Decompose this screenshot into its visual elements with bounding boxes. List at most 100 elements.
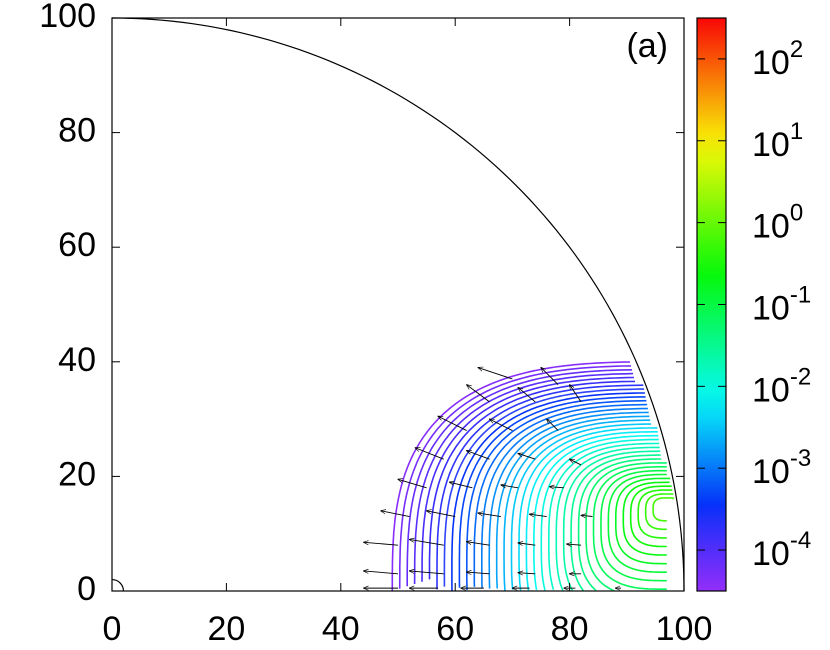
contour-line [481, 407, 648, 589]
origin-arc [111, 578, 125, 592]
contour-line [562, 450, 661, 591]
vector-arrow [478, 513, 502, 517]
contour-line [607, 473, 667, 573]
contour-line [421, 376, 635, 582]
contour-line [518, 427, 658, 591]
contour-line [466, 399, 647, 591]
vector-arrow [398, 479, 427, 489]
vector-arrow [518, 453, 536, 460]
contour-line [451, 392, 645, 591]
tick-exponent: 0 [790, 200, 803, 227]
x-tick-label: 40 [322, 610, 360, 648]
colorbar-tick-label: 10-4 [752, 527, 811, 573]
contour-line [458, 396, 646, 588]
x-tick-label: 60 [436, 610, 474, 648]
plot-area [111, 17, 685, 592]
vector-arrow [550, 487, 564, 488]
vector-arrow [547, 419, 559, 431]
x-tick-label: 100 [656, 610, 713, 648]
vector-arrow [530, 514, 547, 516]
vector-arrow [478, 368, 513, 380]
vector-arrow [518, 573, 536, 574]
vector-arrow [467, 542, 490, 546]
tick-base: 10 [752, 371, 790, 409]
contour-line [533, 434, 659, 591]
contour-line [622, 481, 670, 556]
x-tick-label: 0 [103, 610, 122, 648]
annotation: (a) [626, 27, 668, 65]
contour-line [592, 466, 667, 590]
colorbar-tick-label: 100 [752, 200, 803, 246]
vector-arrow [467, 572, 490, 574]
tick-exponent: 1 [790, 118, 803, 145]
contour-line [540, 438, 659, 591]
vector-arrow [415, 448, 444, 460]
contour-line [555, 446, 660, 592]
colorbar-tick-label: 10-3 [752, 446, 811, 492]
vector-arrow [364, 571, 399, 575]
contour-line [652, 497, 675, 522]
contour-line [503, 419, 651, 592]
y-tick-label: 40 [58, 341, 96, 379]
contour-line [629, 485, 672, 548]
tick-base: 10 [752, 453, 790, 491]
tick-base: 10 [752, 289, 790, 327]
domain-boundary [111, 17, 685, 592]
contour-line [585, 462, 667, 592]
vector-arrow [501, 485, 519, 489]
contour-line [428, 380, 636, 580]
vector-arrow [541, 368, 559, 386]
axes-frame [111, 17, 685, 592]
tick-exponent: -4 [790, 527, 811, 554]
vector-arrow [409, 571, 444, 575]
contour-line [398, 365, 632, 589]
tick-exponent: -2 [790, 364, 811, 391]
vector-arrow [581, 515, 593, 516]
tick-base: 10 [752, 44, 790, 82]
contour-line [473, 403, 648, 587]
contour-line [443, 388, 645, 587]
colorbar-tick-label: 101 [752, 118, 803, 164]
x-tick-label: 20 [207, 610, 245, 648]
contour-line [525, 431, 658, 591]
y-tick-label: 20 [58, 455, 96, 493]
contour-line [577, 458, 662, 592]
vector-arrow [364, 542, 399, 546]
colorbar-tick-label: 10-1 [752, 282, 811, 328]
y-tick-label: 80 [58, 112, 96, 150]
vector-arrow [381, 511, 410, 517]
vector-arrow [570, 385, 582, 403]
contour-line [495, 415, 650, 589]
vector-arrow [567, 544, 582, 545]
contour-line [644, 493, 674, 531]
vector-arrow [438, 416, 467, 431]
tick-base: 10 [752, 208, 790, 246]
contour-line [600, 469, 667, 582]
y-tick-label: 60 [58, 226, 96, 264]
x-tick-label: 80 [551, 610, 589, 648]
y-tick-label: 100 [39, 0, 96, 35]
colorbar-tick-label: 102 [752, 36, 803, 82]
contour-line [548, 442, 660, 590]
vector-arrow [409, 539, 444, 546]
vector-arrow [427, 511, 456, 517]
contour-line [570, 454, 661, 592]
contour-line [615, 477, 671, 565]
tick-base: 10 [752, 535, 790, 573]
tick-exponent: 2 [790, 36, 803, 63]
contour-line [637, 489, 673, 539]
contour-line [510, 423, 651, 590]
vector-arrow [449, 482, 473, 489]
contour-line [413, 372, 634, 585]
vector-arrow [490, 419, 513, 431]
vector-arrow [570, 459, 582, 466]
vector-arrow [518, 388, 536, 403]
contour-line [436, 384, 644, 590]
colorbar-tick-label: 10-2 [752, 364, 811, 410]
vector-arrow [467, 451, 490, 460]
contour-line [488, 411, 649, 589]
vector-arrow [518, 543, 536, 545]
tick-base: 10 [752, 126, 790, 164]
tick-exponent: -3 [790, 446, 811, 473]
